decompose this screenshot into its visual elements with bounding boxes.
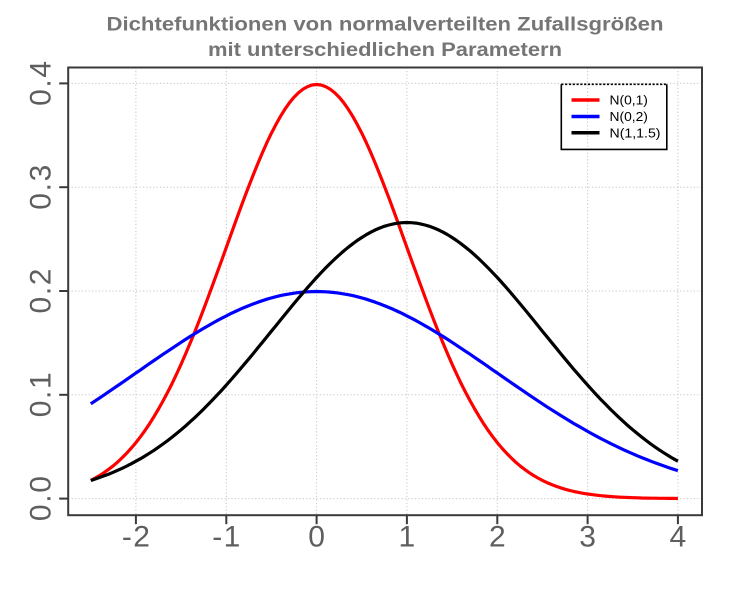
- svg-text:1: 1: [399, 521, 416, 554]
- svg-text:N(0,1): N(0,1): [610, 93, 648, 108]
- svg-text:0.3: 0.3: [24, 165, 57, 210]
- svg-text:mit unterschiedlichen Paramete: mit unterschiedlichen Parametern: [208, 39, 562, 61]
- svg-text:N(1,1.5): N(1,1.5): [610, 125, 661, 140]
- svg-text:0: 0: [308, 521, 325, 554]
- svg-text:N(0,2): N(0,2): [610, 109, 648, 124]
- svg-text:2: 2: [489, 521, 506, 554]
- svg-text:Dichtefunktionen von normalver: Dichtefunktionen von normalverteilten Zu…: [107, 14, 664, 36]
- svg-text:0.4: 0.4: [24, 61, 57, 106]
- svg-text:0.1: 0.1: [24, 372, 57, 417]
- svg-text:-2: -2: [122, 521, 150, 554]
- svg-text:3: 3: [579, 521, 596, 554]
- svg-text:-1: -1: [212, 521, 240, 554]
- svg-text:4: 4: [670, 521, 687, 554]
- svg-text:0.0: 0.0: [24, 476, 57, 521]
- svg-text:0.2: 0.2: [24, 269, 57, 314]
